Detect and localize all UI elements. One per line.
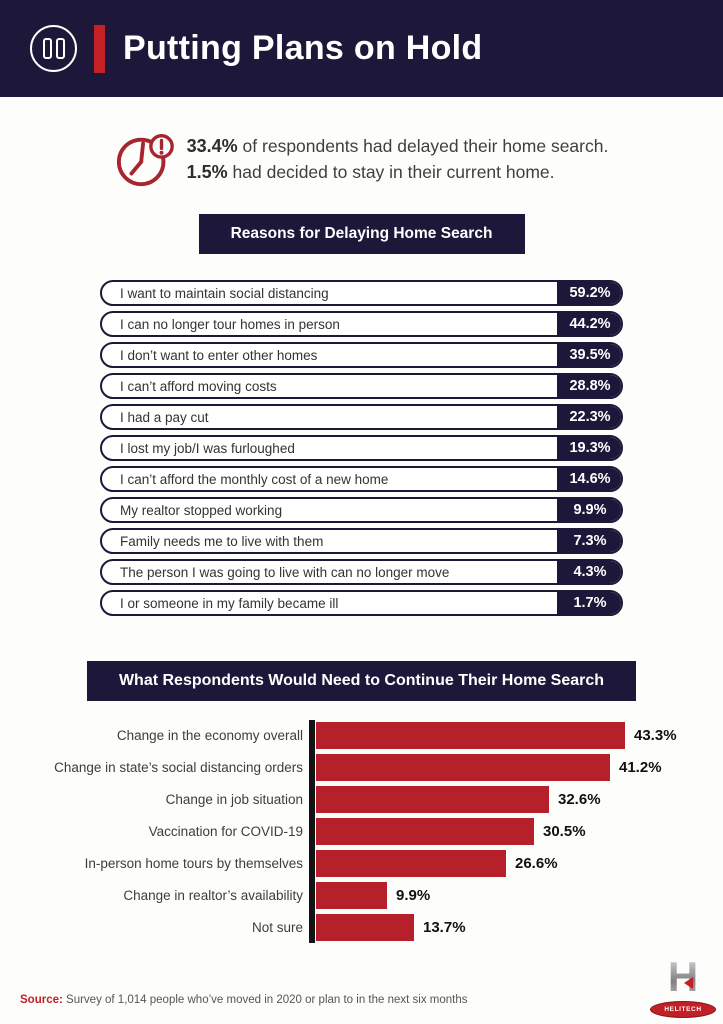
reason-row: My realtor stopped working 9.9%: [100, 497, 623, 523]
helitech-logo-letter: H: [667, 953, 699, 1000]
chart-category-label: Vaccination for COVID-19: [148, 824, 303, 839]
chart-category-label: Not sure: [251, 920, 303, 935]
reason-row: I can’t afford moving costs 28.8%: [100, 373, 623, 399]
chart-bar: [316, 914, 414, 941]
chart-value-label: 41.2%: [619, 759, 662, 776]
chart-row: Change in state’s social distancing orde…: [54, 754, 723, 781]
reason-value: 22.3%: [557, 406, 621, 428]
stat-2-text: had decided to stay in their current hom…: [227, 162, 555, 182]
stat-1-text: of respondents had delayed their home se…: [237, 136, 609, 156]
header-accent-bar: [94, 24, 105, 73]
chart-value-label: 32.6%: [558, 791, 601, 808]
clock-alert-icon: [116, 134, 174, 187]
chart-value-label: 13.7%: [423, 919, 466, 936]
section-title-reasons: Reasons for Delaying Home Search: [198, 214, 525, 254]
pause-bar-left: [42, 38, 52, 59]
chart-value-label: 43.3%: [634, 727, 677, 744]
reason-value: 19.3%: [557, 437, 621, 459]
reason-label: I had a pay cut: [120, 409, 209, 425]
reason-row: I don’t want to enter other homes 39.5%: [100, 342, 623, 368]
reason-value: 4.3%: [557, 561, 621, 583]
chart-value-label: 30.5%: [543, 823, 586, 840]
reason-row: I can’t afford the monthly cost of a new…: [100, 466, 623, 492]
chart-category-label: Change in state’s social distancing orde…: [54, 760, 303, 775]
reason-value: 14.6%: [557, 468, 621, 490]
reason-value: 9.9%: [557, 499, 621, 521]
chart-bar: [316, 722, 625, 749]
header: Putting Plans on Hold: [0, 0, 723, 97]
reason-row: Family needs me to live with them 7.3%: [100, 528, 623, 554]
stat-line-1: 33.4% of respondents had delayed their h…: [187, 133, 609, 159]
chart-bar: [316, 850, 506, 877]
section-title-continue: What Respondents Would Need to Continue …: [87, 661, 636, 701]
chart-row: Change in the economy overall 43.3%: [117, 722, 723, 749]
helitech-logo-badge: HELITECH: [650, 1001, 716, 1018]
reason-row: I had a pay cut 22.3%: [100, 404, 623, 430]
reason-label: Family needs me to live with them: [120, 533, 324, 549]
chart-bar: [316, 818, 534, 845]
helitech-logo-wedge-icon: [684, 977, 693, 989]
reason-label: I can’t afford the monthly cost of a new…: [120, 471, 389, 487]
reason-label: The person I was going to live with can …: [120, 564, 450, 580]
chart-bar: [316, 786, 549, 813]
footer: Source: Survey of 1,014 people who’ve mo…: [0, 954, 723, 1024]
chart-row: In-person home tours by themselves 26.6%: [85, 850, 723, 877]
reason-label: I can’t afford moving costs: [120, 378, 277, 394]
chart-value-label: 9.9%: [396, 887, 431, 904]
reason-value: 1.7%: [557, 592, 621, 614]
chart-category-label: Change in the economy overall: [116, 728, 303, 743]
page-title: Putting Plans on Hold: [123, 29, 483, 67]
reason-label: My realtor stopped working: [120, 502, 283, 518]
source-label: Source:: [20, 994, 63, 1006]
reason-value: 39.5%: [557, 344, 621, 366]
reason-value: 28.8%: [557, 375, 621, 397]
reason-label: I don’t want to enter other homes: [120, 347, 318, 363]
stat-callout-text: 33.4% of respondents had delayed their h…: [187, 133, 609, 185]
reason-row: The person I was going to live with can …: [100, 559, 623, 585]
reason-row: I or someone in my family became ill 1.7…: [100, 590, 623, 616]
reason-value: 7.3%: [557, 530, 621, 552]
chart-bar: [316, 754, 610, 781]
source-text: Survey of 1,014 people who’ve moved in 2…: [62, 994, 468, 1006]
reason-label: I can no longer tour homes in person: [120, 316, 340, 332]
chart-value-label: 26.6%: [515, 855, 558, 872]
reason-label: I or someone in my family became ill: [120, 595, 339, 611]
stat-line-2: 1.5% had decided to stay in their curren…: [187, 159, 609, 185]
reason-value: 44.2%: [557, 313, 621, 335]
pause-icon: [30, 25, 77, 72]
stat-2-value: 1.5%: [186, 162, 228, 182]
reason-label: I want to maintain social distancing: [120, 285, 329, 301]
chart-axis: [309, 720, 315, 943]
chart-row: Vaccination for COVID-19 30.5%: [149, 818, 723, 845]
section-title-wrap-continue: What Respondents Would Need to Continue …: [0, 616, 723, 701]
stat-1-value: 33.4%: [186, 136, 238, 156]
source-line: Source: Survey of 1,014 people who’ve mo…: [20, 994, 468, 1006]
chart-row: Not sure 13.7%: [252, 914, 723, 941]
continue-chart: Change in the economy overall 43.3% Chan…: [0, 720, 723, 943]
reason-label: I lost my job/I was furloughed: [120, 440, 295, 456]
chart-row: Change in realtor’s availability 9.9%: [123, 882, 723, 909]
reason-row: I want to maintain social distancing 59.…: [100, 280, 623, 306]
chart-category-label: Change in job situation: [165, 792, 303, 807]
reason-value: 59.2%: [557, 282, 621, 304]
stat-callout: 33.4% of respondents had delayed their h…: [0, 128, 723, 190]
chart-category-label: Change in realtor’s availability: [123, 888, 303, 903]
helitech-logo: H HELITECH: [649, 956, 717, 1018]
pause-bar-right: [55, 38, 65, 59]
chart-row: Change in job situation 32.6%: [166, 786, 723, 813]
reason-row: I can no longer tour homes in person 44.…: [100, 311, 623, 337]
reason-row: I lost my job/I was furloughed 19.3%: [100, 435, 623, 461]
chart-category-label: In-person home tours by themselves: [84, 856, 303, 871]
reasons-list: I want to maintain social distancing 59.…: [100, 280, 623, 616]
chart-bar: [316, 882, 387, 909]
section-title-wrap-reasons: Reasons for Delaying Home Search: [0, 190, 723, 254]
